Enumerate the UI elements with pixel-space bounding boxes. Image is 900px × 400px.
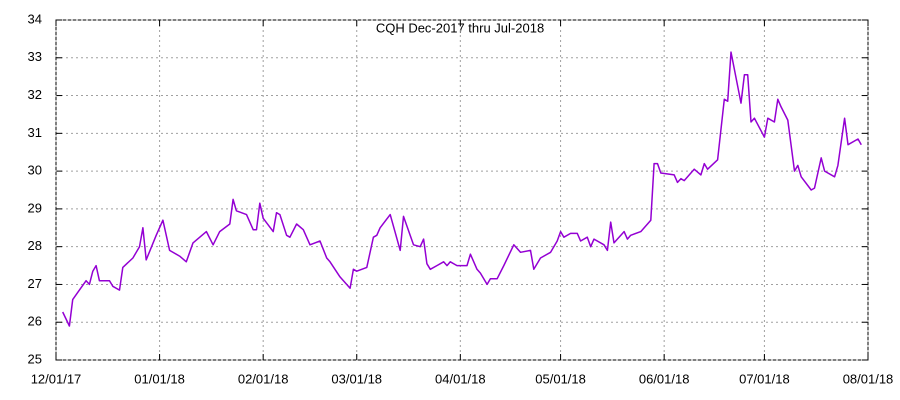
y-tick-label: 29 — [28, 200, 42, 215]
x-tick-label: 12/01/17 — [31, 371, 82, 386]
x-tick-label: 01/01/18 — [134, 371, 185, 386]
x-tick-label: 03/01/18 — [331, 371, 382, 386]
x-tick-label: 08/01/18 — [843, 371, 894, 386]
x-tick-label: 07/01/18 — [739, 371, 790, 386]
y-tick-label: 26 — [28, 314, 42, 329]
x-tick-label: 02/01/18 — [238, 371, 289, 386]
y-tick-label: 32 — [28, 87, 42, 102]
x-tick-label: 06/01/18 — [639, 371, 690, 386]
y-tick-label: 25 — [28, 351, 42, 366]
y-tick-label: 30 — [28, 163, 42, 178]
y-tick-label: 28 — [28, 238, 42, 253]
plot-border — [55, 19, 869, 361]
chart-title: CQH Dec-2017 thru Jul-2018 — [376, 20, 544, 35]
x-tick-label: 04/01/18 — [435, 371, 486, 386]
data-line — [62, 51, 862, 327]
y-tick-label: 33 — [28, 49, 42, 64]
y-tick-label: 31 — [28, 125, 42, 140]
y-tick-label: 27 — [28, 276, 42, 291]
y-tick-label: 34 — [28, 11, 42, 26]
x-tick-label: 05/01/18 — [535, 371, 586, 386]
